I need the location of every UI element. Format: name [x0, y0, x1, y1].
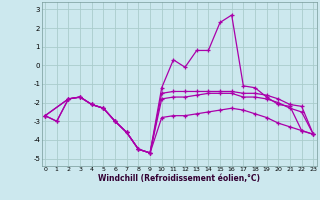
X-axis label: Windchill (Refroidissement éolien,°C): Windchill (Refroidissement éolien,°C) [98, 174, 260, 183]
